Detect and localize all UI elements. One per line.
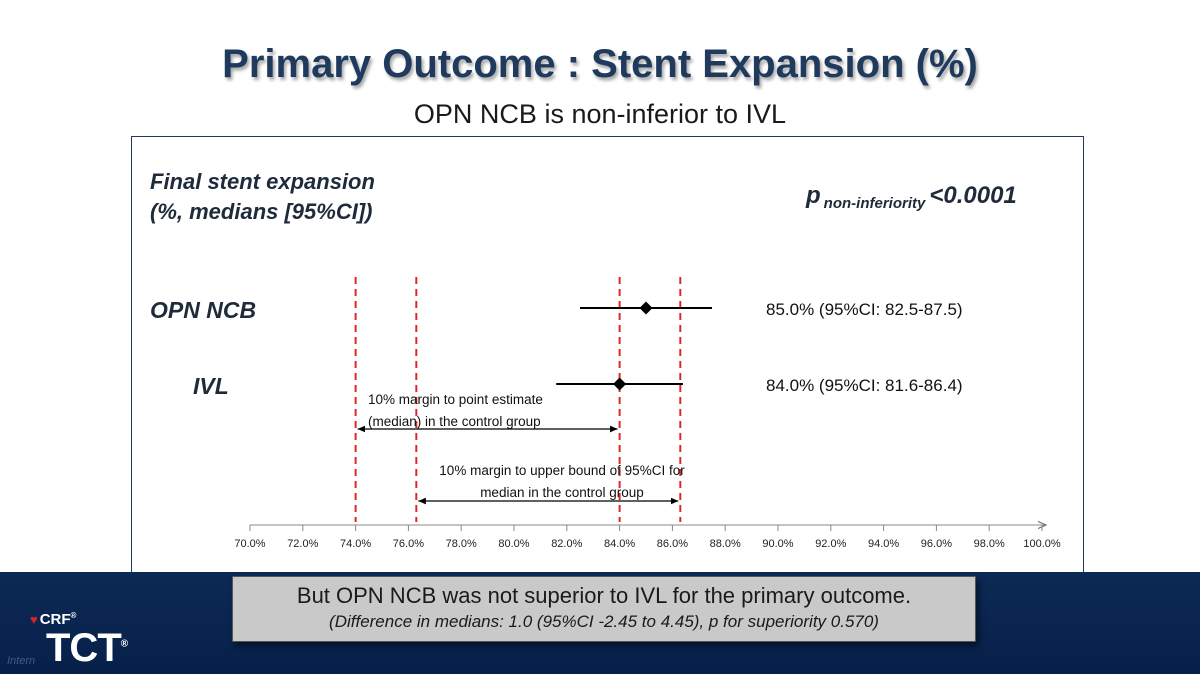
x-tick-label: 94.0% <box>868 538 899 550</box>
x-tick-label: 96.0% <box>921 538 952 550</box>
tct-logo-text: TCT <box>46 626 122 670</box>
crf-logo-text: CRF <box>39 611 71 628</box>
logo-footer-text: Intern <box>7 655 36 667</box>
slide-subtitle: OPN NCB is non-inferior to IVL <box>413 99 787 129</box>
p-value-number: <0.0001 <box>929 182 1017 209</box>
callout-box: But OPN NCB was not superior to IVL for … <box>232 576 976 642</box>
margin-annotation-text: median in the control group <box>480 485 644 500</box>
median-marker-1 <box>613 377 627 391</box>
x-tick-label: 76.0% <box>393 538 424 550</box>
margin-annotation-text: 10% margin to upper bound of 95%CI for <box>439 463 685 478</box>
x-tick-label: 74.0% <box>340 538 371 550</box>
x-tick-label: 72.0% <box>287 538 318 550</box>
p-subscript: non-inferiority <box>823 195 926 212</box>
tct-registered-mark: ® <box>120 638 129 650</box>
panel-heading-line2: (%, medians [95%CI]) <box>150 199 373 224</box>
callout-sub-text: (Difference in medians: 1.0 (95%CI -2.45… <box>329 612 879 631</box>
x-tick-label: 70.0% <box>234 538 265 550</box>
value-label-0: 85.0% (95%CI: 82.5-87.5) <box>766 300 963 319</box>
p-value: p non-inferiority <0.0001 <box>806 182 1017 212</box>
x-tick-label: 98.0% <box>974 538 1005 550</box>
p-symbol: p <box>806 182 821 209</box>
x-tick-label: 92.0% <box>815 538 846 550</box>
x-tick-label: 88.0% <box>710 538 741 550</box>
callout-main-text: But OPN NCB was not superior to IVL for … <box>296 583 912 608</box>
x-tick-label: 84.0% <box>604 538 635 550</box>
x-tick-label: 86.0% <box>657 538 688 550</box>
x-tick-label: 82.0% <box>551 538 582 550</box>
margin-annotation-text: (median) in the control group <box>368 414 541 429</box>
heart-icon: ♥ <box>30 612 38 627</box>
x-tick-label: 80.0% <box>498 538 529 550</box>
row-label-ivl: IVL <box>193 373 229 399</box>
crf-registered-mark: ® <box>70 611 77 620</box>
median-marker-0 <box>639 301 653 315</box>
x-tick-label: 100.0% <box>1023 538 1061 550</box>
row-label-opn-ncb: OPN NCB <box>150 297 257 323</box>
panel-heading-line1: Final stent expansion <box>150 169 375 194</box>
x-tick-label: 78.0% <box>446 538 477 550</box>
value-label-1: 84.0% (95%CI: 81.6-86.4) <box>766 376 963 395</box>
margin-annotation-text: 10% margin to point estimate <box>368 392 543 407</box>
slide-title: Primary Outcome : Stent Expansion (%) <box>222 42 978 86</box>
tct-logo: TCT® <box>46 626 128 671</box>
crf-logo: ♥ CRF® <box>30 611 76 628</box>
x-tick-label: 90.0% <box>762 538 793 550</box>
panel-heading: Final stent expansion (%, medians [95%CI… <box>150 167 375 227</box>
